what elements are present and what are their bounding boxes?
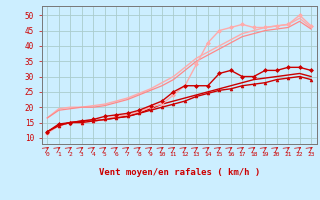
- X-axis label: Vent moyen/en rafales ( km/h ): Vent moyen/en rafales ( km/h ): [99, 168, 260, 177]
